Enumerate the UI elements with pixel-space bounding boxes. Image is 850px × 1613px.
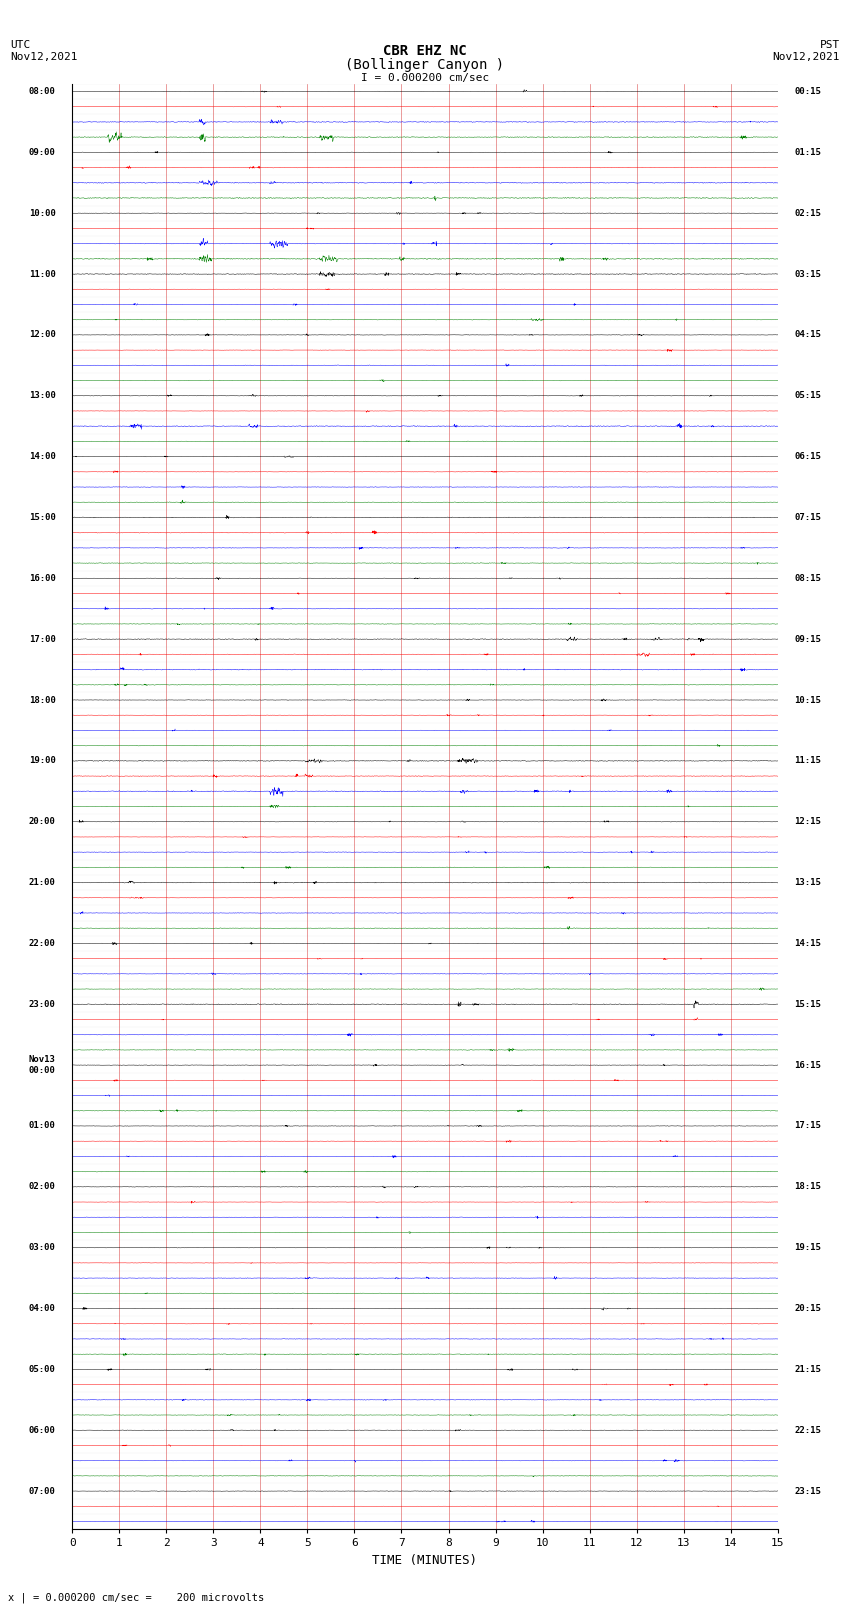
- X-axis label: TIME (MINUTES): TIME (MINUTES): [372, 1553, 478, 1566]
- Text: 05:15: 05:15: [794, 392, 821, 400]
- Text: 18:00: 18:00: [29, 695, 56, 705]
- Text: (Bollinger Canyon ): (Bollinger Canyon ): [345, 58, 505, 73]
- Text: I = 0.000200 cm/sec: I = 0.000200 cm/sec: [361, 73, 489, 82]
- Text: 14:15: 14:15: [794, 939, 821, 948]
- Text: 08:15: 08:15: [794, 574, 821, 582]
- Text: 03:15: 03:15: [794, 269, 821, 279]
- Text: UTC
Nov12,2021: UTC Nov12,2021: [10, 40, 77, 61]
- Text: 17:00: 17:00: [29, 634, 56, 644]
- Text: 21:15: 21:15: [794, 1365, 821, 1374]
- Text: 15:15: 15:15: [794, 1000, 821, 1008]
- Text: 10:15: 10:15: [794, 695, 821, 705]
- Text: 23:15: 23:15: [794, 1487, 821, 1495]
- Text: 22:00: 22:00: [29, 939, 56, 948]
- Text: 04:00: 04:00: [29, 1303, 56, 1313]
- Text: 21:00: 21:00: [29, 877, 56, 887]
- Text: 03:00: 03:00: [29, 1244, 56, 1252]
- Text: 16:00: 16:00: [29, 574, 56, 582]
- Text: 15:00: 15:00: [29, 513, 56, 523]
- Text: 06:15: 06:15: [794, 452, 821, 461]
- Text: 14:00: 14:00: [29, 452, 56, 461]
- Text: 19:15: 19:15: [794, 1244, 821, 1252]
- Text: 13:15: 13:15: [794, 877, 821, 887]
- Text: 02:00: 02:00: [29, 1182, 56, 1192]
- Text: 08:00: 08:00: [29, 87, 56, 97]
- Text: 23:00: 23:00: [29, 1000, 56, 1008]
- Text: 16:15: 16:15: [794, 1061, 821, 1069]
- Text: 09:00: 09:00: [29, 148, 56, 156]
- Text: 12:00: 12:00: [29, 331, 56, 339]
- Text: 19:00: 19:00: [29, 756, 56, 765]
- Text: 11:15: 11:15: [794, 756, 821, 765]
- Text: 20:00: 20:00: [29, 818, 56, 826]
- Text: 12:15: 12:15: [794, 818, 821, 826]
- Text: 06:00: 06:00: [29, 1426, 56, 1434]
- Text: 01:15: 01:15: [794, 148, 821, 156]
- Text: Nov13
00:00: Nov13 00:00: [29, 1055, 56, 1074]
- Text: CBR EHZ NC: CBR EHZ NC: [383, 44, 467, 58]
- Text: 01:00: 01:00: [29, 1121, 56, 1131]
- Text: 00:15: 00:15: [794, 87, 821, 97]
- Text: 07:00: 07:00: [29, 1487, 56, 1495]
- Text: 07:15: 07:15: [794, 513, 821, 523]
- Text: 02:15: 02:15: [794, 208, 821, 218]
- Text: 22:15: 22:15: [794, 1426, 821, 1434]
- Text: 11:00: 11:00: [29, 269, 56, 279]
- Text: 20:15: 20:15: [794, 1303, 821, 1313]
- Text: 05:00: 05:00: [29, 1365, 56, 1374]
- Text: x | = 0.000200 cm/sec =    200 microvolts: x | = 0.000200 cm/sec = 200 microvolts: [8, 1592, 264, 1603]
- Text: 10:00: 10:00: [29, 208, 56, 218]
- Text: 09:15: 09:15: [794, 634, 821, 644]
- Text: 13:00: 13:00: [29, 392, 56, 400]
- Text: 04:15: 04:15: [794, 331, 821, 339]
- Text: 17:15: 17:15: [794, 1121, 821, 1131]
- Text: PST
Nov12,2021: PST Nov12,2021: [773, 40, 840, 61]
- Text: 18:15: 18:15: [794, 1182, 821, 1192]
